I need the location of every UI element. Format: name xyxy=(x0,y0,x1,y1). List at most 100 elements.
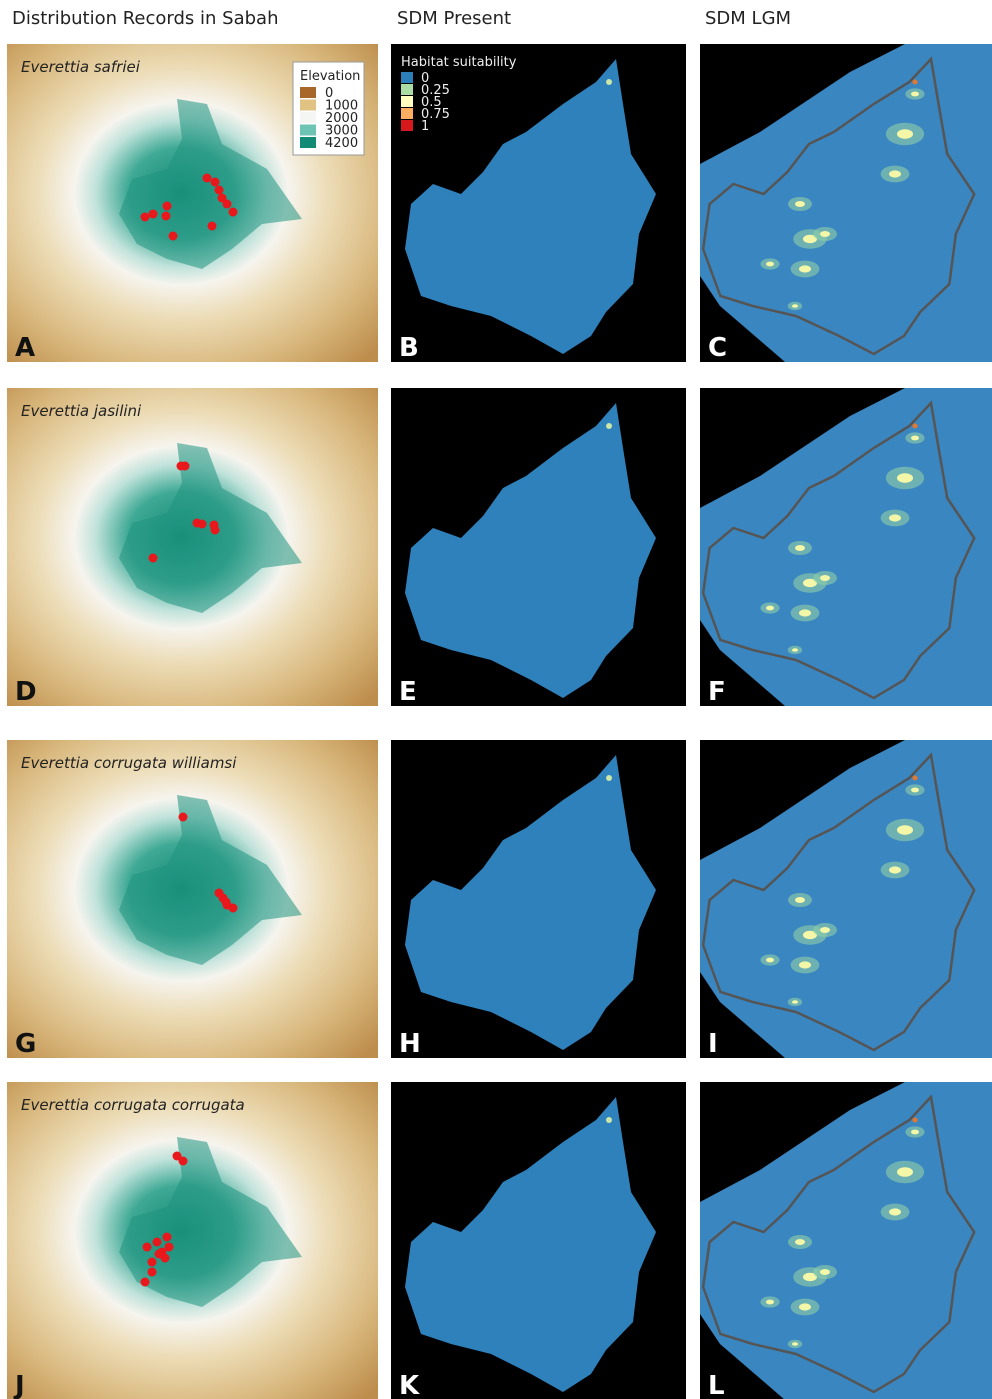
record-point xyxy=(208,222,217,231)
legend-swatch xyxy=(401,120,413,131)
map-panel: E xyxy=(391,388,686,706)
suitability-spot xyxy=(799,1303,811,1310)
legend-swatch xyxy=(300,100,316,111)
panel-letter: D xyxy=(15,677,37,706)
record-point xyxy=(163,1233,172,1242)
column-header: SDM LGM xyxy=(705,8,791,29)
suitability-peak xyxy=(913,80,918,85)
legend-swatch xyxy=(401,72,413,83)
suitability-peak xyxy=(913,1118,918,1123)
legend-swatch xyxy=(300,137,316,148)
suitability-spot xyxy=(820,927,830,933)
record-point xyxy=(165,1243,174,1252)
record-point xyxy=(215,186,224,195)
panel-letter: J xyxy=(13,1371,25,1399)
suitability-spot xyxy=(606,775,612,781)
panel-letter: I xyxy=(708,1029,718,1058)
suitability-spot xyxy=(606,1117,612,1123)
map-panel: Everettia safrieiElevation01000200030004… xyxy=(7,44,378,362)
suitability-spot xyxy=(792,1000,798,1004)
suitability-spot xyxy=(889,170,901,177)
record-point xyxy=(149,210,158,219)
suitability-spot xyxy=(795,545,805,551)
figure: Distribution Records in SabahSDM Present… xyxy=(0,0,992,1399)
legend-swatch xyxy=(300,87,316,98)
suitability-spot xyxy=(606,79,612,85)
map-panel: C xyxy=(700,44,992,362)
species-name: Everettia jasilini xyxy=(21,402,142,420)
legend-swatch xyxy=(401,84,413,95)
record-point xyxy=(211,526,220,535)
record-point xyxy=(179,1157,188,1166)
map-panel: Everettia corrugata williamsi G xyxy=(7,740,378,1058)
record-point xyxy=(162,212,171,221)
suitability-spot xyxy=(897,825,913,835)
panel-letter: F xyxy=(708,677,726,706)
suitability-spot xyxy=(897,1167,913,1177)
suitability-spot xyxy=(889,1208,901,1215)
suitability-spot xyxy=(911,1130,919,1135)
legend-swatch xyxy=(300,125,316,136)
legend-label: 4200 xyxy=(325,136,358,151)
species-name: Everettia corrugata corrugata xyxy=(21,1096,245,1114)
suitability-spot xyxy=(799,609,811,616)
column-header: SDM Present xyxy=(397,8,511,29)
suitability-spot xyxy=(911,436,919,441)
suitability-spot xyxy=(795,897,805,903)
species-name: Everettia safriei xyxy=(21,58,141,76)
legend-label: 1 xyxy=(421,119,429,134)
panel-letter: G xyxy=(15,1029,36,1058)
record-point xyxy=(181,462,190,471)
record-point xyxy=(143,1243,152,1252)
suitability-spot xyxy=(897,473,913,483)
suitability-spot xyxy=(792,304,798,308)
record-point xyxy=(211,178,220,187)
map-panel: F xyxy=(700,388,992,706)
suitability-peak xyxy=(913,424,918,429)
suitability-spot xyxy=(792,648,798,652)
suitability-spot xyxy=(606,423,612,429)
record-point xyxy=(223,200,232,209)
record-point xyxy=(203,174,212,183)
species-name: Everettia corrugata williamsi xyxy=(21,754,237,772)
record-point xyxy=(169,232,178,241)
record-point xyxy=(179,813,188,822)
map-panel: I xyxy=(700,740,992,1058)
panel-letter: H xyxy=(399,1029,421,1058)
suitability-spot xyxy=(889,866,901,873)
map-panel: L xyxy=(700,1082,992,1399)
suitability-spot xyxy=(766,606,774,611)
suitability-spot xyxy=(792,1342,798,1346)
record-point xyxy=(153,1238,162,1247)
suitability-spot xyxy=(766,262,774,267)
panel-letter: A xyxy=(15,333,35,362)
suitability-spot xyxy=(766,1300,774,1305)
legend-title: Habitat suitability xyxy=(401,55,517,70)
suitability-spot xyxy=(799,961,811,968)
record-point xyxy=(148,1268,157,1277)
record-point xyxy=(141,1278,150,1287)
map-panel: H xyxy=(391,740,686,1058)
record-point xyxy=(198,520,207,529)
legend-swatch xyxy=(300,112,316,123)
panel-letter: C xyxy=(708,333,727,362)
record-point xyxy=(149,554,158,563)
record-point xyxy=(155,1250,164,1259)
record-point xyxy=(141,213,150,222)
legend-swatch xyxy=(401,108,413,119)
record-point xyxy=(229,904,238,913)
suitability-spot xyxy=(911,788,919,793)
legend-swatch xyxy=(401,96,413,107)
suitability-spot xyxy=(889,514,901,521)
panel-letter: B xyxy=(399,333,419,362)
record-point xyxy=(229,208,238,217)
record-point xyxy=(148,1258,157,1267)
suitability-spot xyxy=(897,129,913,139)
map-panel: Everettia jasilini D xyxy=(7,388,378,706)
suitability-spot xyxy=(799,265,811,272)
map-panel: Everettia corrugata corrugata J xyxy=(7,1082,378,1399)
record-point xyxy=(163,202,172,211)
suitability-spot xyxy=(911,92,919,97)
map-panel: K xyxy=(391,1082,686,1399)
